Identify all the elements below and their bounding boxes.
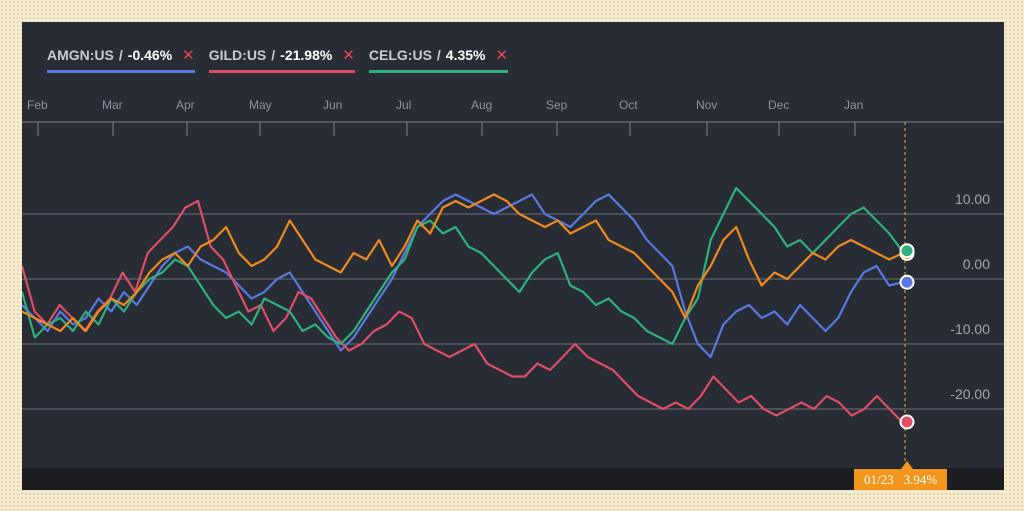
y-tick-label: -10.00 [950,321,990,337]
close-icon[interactable]: ✕ [495,47,509,64]
legend-separator: / [118,47,123,63]
series-end-marker[interactable] [899,274,915,290]
x-axis: Feb Mar Apr May Jun Jul Aug Sep Oct Nov Dec Jan [27,98,863,136]
x-tick-label: Nov [696,98,717,112]
x-tick-label: Mar [102,98,123,112]
crosshair-tooltip: 01/23 3.94% [854,469,948,490]
y-tick-label: -20.00 [950,386,990,402]
series-line [22,193,903,333]
x-tick-label: Sep [546,98,568,112]
legend-change: -21.98% [280,47,333,63]
tooltip-pointer [901,461,913,469]
x-tick-label: May [249,98,272,112]
legend-ticker: GILD:US [208,47,267,63]
x-tick-label: Feb [27,98,48,112]
x-tick-label: Dec [768,98,789,112]
x-tick-label: Jun [323,98,342,112]
series-line [22,199,903,423]
x-tick-label: Jan [844,98,863,112]
legend-change: -0.46% [127,47,173,63]
series-line [22,186,903,346]
x-tick-label: Oct [619,98,638,112]
legend: AMGN:US / -0.46% ✕ GILD:US / -21.98% ✕ C… [47,46,509,73]
series-end-marker[interactable] [899,243,915,259]
y-axis: 10.00 0.00 -10.00 -20.00 [950,191,990,402]
x-tick-label: Jul [396,98,411,112]
x-tick-label: Aug [471,98,492,112]
series-end-marker[interactable] [899,414,915,430]
crosshair [899,122,915,462]
legend-item-amgn[interactable]: AMGN:US / -0.46% ✕ [47,46,195,73]
close-icon[interactable]: ✕ [182,47,195,64]
legend-change: 4.35% [445,47,486,63]
legend-ticker: CELG:US [368,47,432,63]
legend-separator: / [271,47,276,63]
x-tick-label: Apr [176,98,195,112]
legend-ticker: AMGN:US [47,47,114,63]
close-icon[interactable]: ✕ [342,47,355,64]
tooltip-date: 01/23 [864,472,894,487]
legend-separator: / [436,47,441,63]
chart-plot[interactable]: Feb Mar Apr May Jun Jul Aug Sep Oct Nov Dec Jan 10.… [22,22,1004,490]
legend-item-celg[interactable]: CELG:US / 4.35% ✕ [368,46,509,73]
y-tick-label: 0.00 [963,256,990,272]
date-axis-strip [22,468,1004,490]
chart-frame: Feb Mar Apr May Jun Jul Aug Sep Oct Nov Dec Jan 10.… [22,22,1004,490]
tooltip-value: 3.94% [903,472,938,487]
series-lines [22,186,903,423]
y-tick-label: 10.00 [955,191,990,207]
series-line [22,193,903,359]
legend-item-gild[interactable]: GILD:US / -21.98% ✕ [208,46,355,73]
grid-lines [22,121,1004,410]
